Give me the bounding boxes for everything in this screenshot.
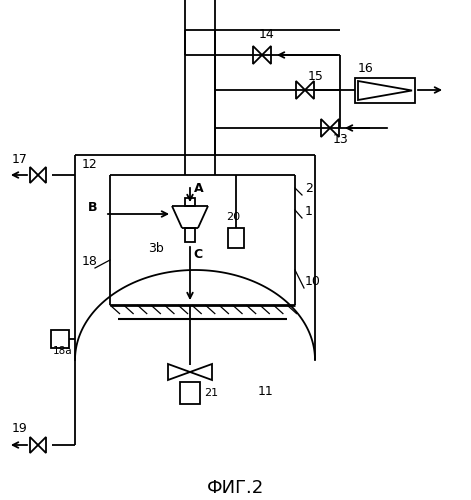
Text: 10: 10	[305, 275, 321, 288]
Bar	[51, 330, 69, 348]
Text: 15: 15	[308, 70, 324, 83]
Bar	[355, 78, 415, 103]
Text: C: C	[193, 248, 202, 261]
Text: 2: 2	[305, 182, 313, 195]
Text: 19: 19	[12, 422, 28, 435]
Text: 11: 11	[258, 385, 274, 398]
Text: 1: 1	[305, 205, 313, 218]
Text: 18: 18	[82, 255, 98, 268]
Bar	[180, 382, 200, 404]
Text: 20: 20	[226, 212, 240, 222]
Text: A: A	[194, 182, 203, 195]
Text: B: B	[88, 201, 97, 214]
Text: 14: 14	[259, 28, 275, 41]
Text: 18a: 18a	[53, 346, 73, 356]
Bar	[228, 228, 244, 248]
Text: 17: 17	[12, 153, 28, 166]
Text: 13: 13	[333, 133, 349, 146]
Text: 16: 16	[358, 62, 374, 75]
Bar	[185, 228, 195, 242]
Text: ФИГ.2: ФИГ.2	[206, 479, 264, 497]
Bar	[185, 198, 195, 206]
Text: 12: 12	[82, 158, 98, 171]
Text: 21: 21	[204, 388, 218, 398]
Text: 3b: 3b	[148, 242, 164, 255]
